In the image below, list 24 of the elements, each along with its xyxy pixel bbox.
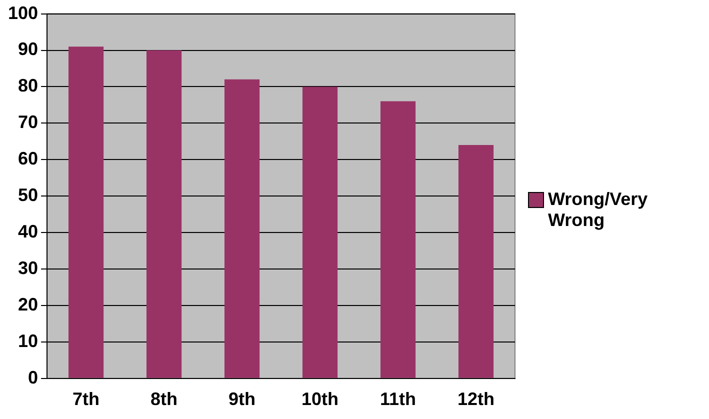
x-tick-label: 9th (228, 389, 256, 410)
legend-label: Wrong/Very Wrong (548, 188, 649, 230)
bar (224, 79, 260, 378)
y-tick-label: 50 (18, 185, 38, 206)
bar (458, 145, 494, 378)
x-tick-label: 8th (150, 389, 178, 410)
y-tick-label: 30 (18, 258, 38, 278)
y-tick-label: 90 (18, 39, 38, 60)
bar (68, 46, 104, 378)
y-tick-label: 40 (18, 222, 38, 242)
x-tick-label: 12th (457, 389, 495, 410)
y-tick-label: 10 (18, 330, 38, 351)
y-tick-label: 80 (18, 76, 38, 96)
bar (380, 101, 416, 378)
bar (302, 86, 338, 378)
y-tick-label: 60 (18, 148, 38, 169)
bar (146, 50, 182, 378)
y-tick-label: 0 (28, 367, 38, 388)
x-tick-label: 10th (302, 389, 339, 410)
y-tick-label: 20 (18, 294, 38, 314)
x-tick-label: 11th (380, 389, 416, 410)
y-tick-label: 70 (18, 112, 38, 132)
x-tick-label: 7th (72, 389, 100, 410)
y-tick-label: 100 (8, 2, 38, 23)
